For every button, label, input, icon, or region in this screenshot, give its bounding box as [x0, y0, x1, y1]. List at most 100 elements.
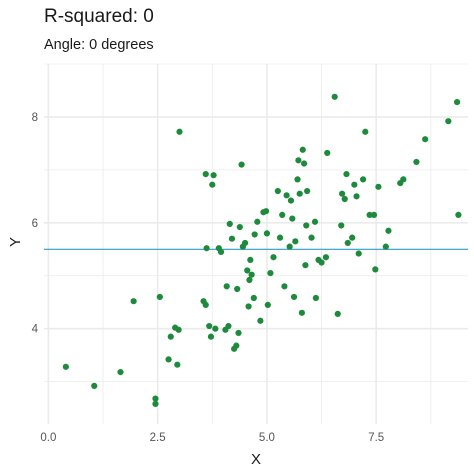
- data-point: [304, 187, 311, 195]
- data-point: [455, 211, 462, 218]
- data-point: [324, 149, 331, 157]
- data-point: [331, 93, 338, 100]
- data-point: [344, 239, 351, 247]
- data-point: [91, 382, 98, 389]
- data-point: [267, 270, 274, 277]
- data-point: [250, 294, 257, 302]
- data-point: [241, 239, 249, 247]
- data-point: [359, 176, 367, 183]
- data-point: [299, 146, 306, 153]
- data-point: [202, 171, 209, 178]
- data-point: [62, 363, 69, 370]
- data-point: [308, 234, 315, 241]
- y-tick-label: 4: [32, 324, 39, 336]
- data-point: [209, 181, 216, 188]
- data-point: [276, 234, 284, 241]
- data-point: [238, 161, 245, 168]
- data-point: [274, 187, 281, 195]
- data-point: [279, 211, 286, 218]
- data-point: [263, 230, 271, 237]
- data-point: [341, 195, 348, 203]
- data-point: [176, 128, 183, 135]
- data-point: [223, 283, 230, 290]
- data-point: [385, 227, 392, 234]
- data-point: [362, 128, 369, 135]
- y-tick-label: 8: [32, 112, 38, 124]
- x-tick-label: 7.5: [368, 432, 384, 444]
- data-point: [400, 176, 407, 183]
- x-tick-label: 0.0: [40, 432, 56, 444]
- data-point: [366, 211, 373, 218]
- data-point: [167, 333, 174, 340]
- data-point: [207, 333, 215, 340]
- data-point: [302, 262, 309, 269]
- data-point: [351, 181, 358, 188]
- data-point: [247, 256, 254, 263]
- data-point: [353, 193, 360, 200]
- data-point: [117, 369, 124, 376]
- data-point: [270, 254, 277, 261]
- data-point: [233, 342, 240, 349]
- data-point: [130, 298, 137, 305]
- data-points: [62, 93, 462, 407]
- data-point: [248, 271, 255, 278]
- data-point: [311, 218, 319, 225]
- x-axis-label: X: [251, 451, 261, 468]
- data-point: [372, 266, 379, 273]
- data-point: [296, 190, 303, 197]
- data-point: [174, 361, 181, 368]
- data-point: [303, 222, 310, 229]
- data-point: [210, 172, 217, 179]
- data-point: [206, 322, 213, 330]
- data-point: [244, 267, 251, 274]
- data-point: [286, 243, 293, 250]
- data-point: [217, 248, 225, 256]
- data-point: [152, 400, 159, 407]
- data-point: [382, 243, 389, 250]
- data-point: [318, 259, 325, 266]
- data-point: [413, 158, 420, 166]
- chart-title: R-squared: 0: [44, 6, 154, 27]
- data-point: [212, 325, 219, 332]
- data-point: [281, 283, 288, 290]
- data-point: [283, 192, 290, 199]
- data-point: [165, 356, 172, 363]
- data-point: [246, 276, 253, 284]
- data-point: [355, 250, 362, 257]
- data-point: [295, 157, 302, 164]
- data-point: [289, 215, 296, 222]
- data-point: [422, 136, 429, 143]
- data-point: [339, 190, 346, 197]
- data-point: [370, 211, 378, 218]
- x-tick-label: 5.0: [259, 432, 275, 444]
- data-point: [334, 310, 341, 317]
- data-point: [287, 197, 295, 204]
- data-point: [262, 208, 270, 215]
- data-point: [349, 234, 356, 241]
- data-point: [298, 309, 305, 316]
- data-point: [254, 218, 261, 225]
- data-point: [338, 222, 345, 229]
- data-point: [235, 329, 242, 337]
- data-point: [312, 294, 319, 302]
- data-point: [226, 220, 233, 227]
- data-point: [257, 317, 264, 324]
- data-point: [251, 231, 258, 238]
- data-point: [175, 326, 182, 333]
- data-point: [236, 223, 243, 231]
- data-point: [245, 303, 252, 310]
- x-axis-ticks: 0.0 2.5 5.0 7.5: [40, 432, 384, 444]
- minor-gridlines: [44, 63, 468, 424]
- data-point: [290, 293, 298, 301]
- major-gridlines: [44, 64, 468, 424]
- y-axis-ticks: 4 6 8: [32, 112, 39, 336]
- data-point: [343, 171, 350, 178]
- data-point: [225, 322, 232, 330]
- chart-subtitle: Angle: 0 degrees: [44, 37, 154, 53]
- data-point: [234, 285, 241, 293]
- data-point: [152, 395, 159, 402]
- data-point: [300, 160, 308, 167]
- y-tick-label: 6: [32, 218, 38, 230]
- data-point: [203, 245, 210, 252]
